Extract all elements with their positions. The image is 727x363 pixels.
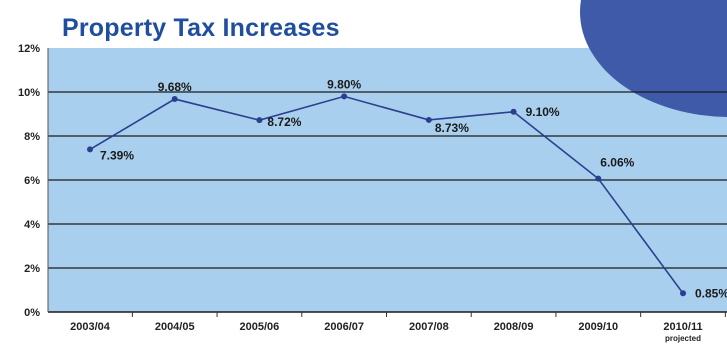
data-point [341,93,348,100]
data-point [680,290,686,297]
y-tick-label: 0% [24,307,40,319]
x-tick-label: 2004/05 [155,321,195,333]
data-point [595,175,602,182]
series-line [89,95,684,294]
data-label: 8.72% [267,115,301,129]
x-tick-note: projected [665,334,701,343]
decorative-corner-shape [580,0,727,117]
x-tick-label: 2006/07 [324,321,364,333]
x-tick-label: 2005/06 [240,321,280,333]
data-label: 6.06% [600,156,634,170]
data-label: 9.68% [158,80,192,94]
chart-title: Property Tax Increases [62,14,340,42]
y-tick-label: 10% [18,87,40,99]
data-point [510,108,517,115]
x-tick-label: 2009/10 [578,321,618,333]
x-tick-label: 2007/08 [409,321,449,333]
x-tick-label: 2008/09 [494,321,534,333]
data-point [256,117,263,124]
data-point [171,96,178,103]
x-tick-label: 2010/11 [663,321,702,333]
y-tick-label: 2% [24,263,40,275]
data-label: 7.39% [100,148,134,162]
data-label: 9.80% [327,77,361,91]
y-tick-label: 12% [18,43,40,55]
y-tick-label: 8% [24,131,40,143]
data-label: 8.73% [435,121,469,135]
data-label: 0.85% [695,286,727,300]
y-tick-label: 6% [24,175,40,187]
data-point [87,146,93,153]
x-tick-label: 2003/04 [70,321,111,333]
y-tick-label: 4% [24,219,40,231]
data-point [425,116,432,123]
data-label: 9.10% [526,105,560,119]
